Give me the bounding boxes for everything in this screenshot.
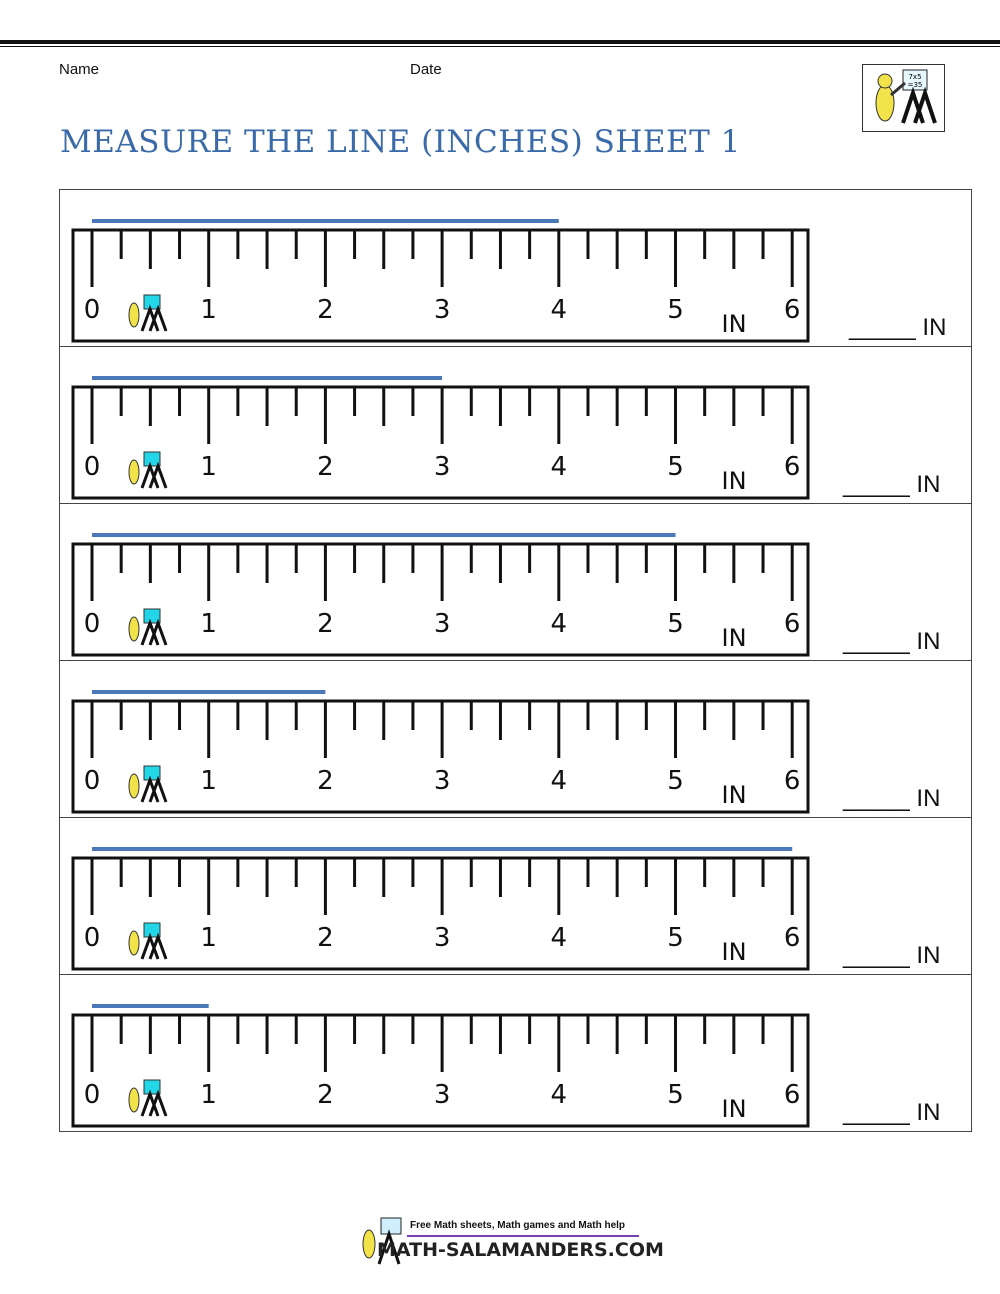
- exercise-row: 0 1 2 3 4 5 6 IN _____ IN: [60, 190, 971, 347]
- ruler-number: 2: [317, 766, 334, 796]
- ruler-number: 0: [84, 1080, 101, 1110]
- ruler-number: 0: [84, 923, 101, 953]
- salamander-icon: [128, 451, 168, 489]
- date-label: Date: [410, 61, 442, 78]
- ruler-number: 1: [200, 766, 217, 796]
- salamander-icon: [362, 1217, 402, 1265]
- exercise-row: 0 1 2 3 4 5 6 IN _____ IN: [60, 818, 971, 975]
- ruler-number: 0: [84, 452, 101, 482]
- ruler-body: [71, 385, 810, 500]
- ruler-number: 2: [317, 923, 334, 953]
- answer-blank[interactable]: _____ IN: [843, 942, 941, 969]
- ruler-number: 3: [434, 1080, 451, 1110]
- ruler: 0 1 2 3 4 5 6 IN: [71, 847, 810, 971]
- salamander-icon: [128, 294, 168, 332]
- ruler-number: 2: [317, 609, 334, 639]
- top-rule-thin: [0, 46, 1000, 47]
- salamander-icon: [128, 1079, 168, 1117]
- ruler-number: 3: [434, 766, 451, 796]
- ruler-unit-label: IN: [721, 1095, 746, 1123]
- salamander-icon: [128, 922, 168, 960]
- ruler: 0 1 2 3 4 5 6 IN: [71, 219, 810, 343]
- ruler-body: [71, 228, 810, 343]
- ruler-unit-label: IN: [721, 781, 746, 809]
- ruler: 0 1 2 3 4 5 6 IN: [71, 1004, 810, 1128]
- answer-blank[interactable]: _____ IN: [843, 628, 941, 655]
- ruler-number: 6: [784, 295, 801, 325]
- ruler: 0 1 2 3 4 5 6 IN: [71, 690, 810, 814]
- ruler-number: 1: [200, 452, 217, 482]
- ruler-number: 6: [784, 452, 801, 482]
- ruler-number: 3: [434, 452, 451, 482]
- ruler: 0 1 2 3 4 5 6 IN: [71, 533, 810, 657]
- ruler-number: 2: [317, 1080, 334, 1110]
- footer-tagline: Free Math sheets, Math games and Math he…: [410, 1220, 626, 1231]
- exercise-row: 0 1 2 3 4 5 6 IN _____ IN: [60, 347, 971, 504]
- answer-blank[interactable]: _____ IN: [843, 785, 941, 812]
- ruler-number: 3: [434, 609, 451, 639]
- salamander-icon: [128, 608, 168, 646]
- ruler-number: 4: [551, 766, 568, 796]
- ruler-number: 5: [667, 295, 684, 325]
- exercise-row: 0 1 2 3 4 5 6 IN _____ IN: [60, 975, 971, 1131]
- ruler-number: 5: [667, 1080, 684, 1110]
- ruler-number: 2: [317, 452, 334, 482]
- ruler-number: 0: [84, 609, 101, 639]
- svg-text:=35: =35: [908, 81, 923, 89]
- ruler-number: 1: [200, 609, 217, 639]
- ruler-number: 6: [784, 923, 801, 953]
- ruler-number: 0: [84, 295, 101, 325]
- ruler: 0 1 2 3 4 5 6 IN: [71, 376, 810, 500]
- ruler-number: 5: [667, 923, 684, 953]
- exercise-grid: 0 1 2 3 4 5 6 IN _____ IN 0 1 2 3 4 5 6 IN _____ IN 0 1 2 3 4 5…: [59, 189, 972, 1132]
- ruler-number: 2: [317, 295, 334, 325]
- footer-rule: [407, 1235, 639, 1237]
- answer-blank[interactable]: _____ IN: [849, 314, 947, 341]
- answer-blank[interactable]: _____ IN: [843, 1099, 941, 1126]
- salamander-icon: [128, 765, 168, 803]
- footer-site: MATH-SALAMANDERS.COM: [377, 1239, 664, 1261]
- ruler-number: 4: [551, 923, 568, 953]
- ruler-body: [71, 699, 810, 814]
- ruler-number: 6: [784, 766, 801, 796]
- page-title: MEASURE THE LINE (INCHES) SHEET 1: [60, 124, 741, 160]
- ruler-number: 6: [784, 609, 801, 639]
- ruler-number: 4: [551, 609, 568, 639]
- ruler-number: 4: [551, 1080, 568, 1110]
- ruler-number: 0: [84, 766, 101, 796]
- ruler-body: [71, 1013, 810, 1128]
- ruler-body: [71, 542, 810, 657]
- ruler-number: 1: [200, 295, 217, 325]
- ruler-number: 1: [200, 923, 217, 953]
- ruler-number: 6: [784, 1080, 801, 1110]
- ruler-unit-label: IN: [721, 624, 746, 652]
- ruler-number: 3: [434, 295, 451, 325]
- ruler-unit-label: IN: [721, 938, 746, 966]
- ruler-number: 4: [551, 295, 568, 325]
- name-label: Name: [59, 61, 100, 78]
- svg-text:7x5: 7x5: [908, 73, 921, 81]
- exercise-row: 0 1 2 3 4 5 6 IN _____ IN: [60, 504, 971, 661]
- salamander-logo: 7x5 =35: [862, 64, 945, 132]
- ruler-number: 5: [667, 452, 684, 482]
- ruler-unit-label: IN: [721, 467, 746, 495]
- exercise-row: 0 1 2 3 4 5 6 IN _____ IN: [60, 661, 971, 818]
- top-rule: [0, 40, 1000, 44]
- ruler-unit-label: IN: [721, 310, 746, 338]
- ruler-number: 1: [200, 1080, 217, 1110]
- ruler-number: 5: [667, 609, 684, 639]
- ruler-number: 5: [667, 766, 684, 796]
- ruler-number: 4: [551, 452, 568, 482]
- ruler-number: 3: [434, 923, 451, 953]
- ruler-body: [71, 856, 810, 971]
- footer-logo: Free Math sheets, Math games and Math he…: [355, 1216, 664, 1266]
- answer-blank[interactable]: _____ IN: [843, 471, 941, 498]
